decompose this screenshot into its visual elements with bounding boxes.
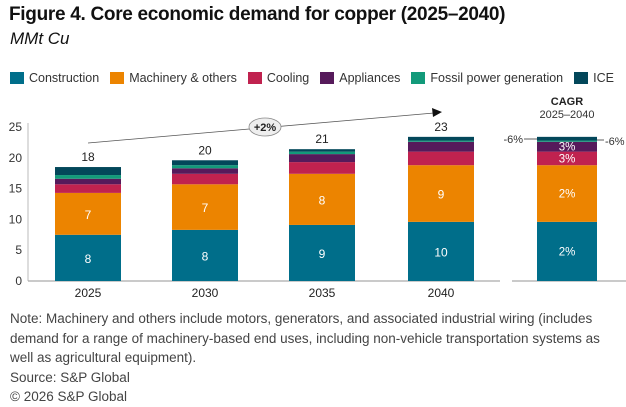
y-tick-label: 25 [9,120,23,134]
cagr-label: 2% [559,189,576,201]
legend-label: Construction [29,71,100,85]
bar-value-label: 8 [319,193,326,207]
y-tick-label: 10 [9,212,23,226]
bar-segment [289,224,355,281]
bar-segment [172,160,238,166]
chart-subtitle: MMt Cu [10,29,70,48]
cagr-label: 2% [559,246,576,258]
cagr-segment [537,140,597,142]
copyright-text: © 2026 S&P Global [10,389,128,404]
bar-segment [55,184,121,193]
y-tick-label: 15 [9,182,23,196]
bar-total-label: 23 [434,120,448,134]
legend-item: Fossil power generation [411,71,563,85]
bar-segment [408,141,474,152]
bar-segment [408,151,474,166]
bar-total-label: 21 [315,132,329,146]
y-tick-label: 5 [15,243,22,257]
legend: Construction Machinery & others Cooling App… [10,71,625,85]
bar-segment [55,192,121,235]
bar-value-label: 9 [438,188,445,202]
y-tick-label: 20 [9,151,23,165]
legend-swatch [574,72,589,84]
legend-item: Appliances [320,71,400,85]
cagr-label-ice: -6% [503,134,523,146]
legend-swatch [320,72,335,84]
bar-segment [408,221,474,281]
legend-item: Construction [10,71,99,85]
legend-swatch [411,72,426,84]
note-text: Note: Machinery and others include motor… [10,311,600,365]
bar-segment [55,178,121,185]
cagr-period: 2025–2040 [539,109,594,121]
legend-label: Fossil power generation [430,71,564,85]
cagr-segment [537,141,597,152]
legend-label: Machinery & others [129,71,237,85]
cagr-segment [537,165,597,222]
bar-value-label: 10 [434,245,448,259]
x-tick-label: 2025 [75,286,102,300]
bar-segment [172,229,238,281]
legend-item: Machinery & others [110,71,237,85]
x-tick-label: 2030 [192,286,219,300]
legend-swatch [110,72,125,84]
trend-arrowhead [432,108,442,117]
cagr-label: 3% [559,153,576,165]
legend-item: ICE [574,71,614,85]
notes: Note: Machinery and others include motor… [10,309,610,407]
cagr-segment [537,136,597,141]
x-tick-label: 2035 [309,286,336,300]
chart-title: Figure 4. Core economic demand for coppe… [9,4,506,25]
bar-segment [172,173,238,185]
legend-item: Cooling [247,71,310,85]
bar-value-label: 8 [202,249,209,263]
cagr-label: 3% [559,142,576,154]
bar-segment [289,154,355,163]
bar-total-label: 20 [198,143,212,157]
bar-segment [55,234,121,281]
bar-segment [289,162,355,174]
legend-label: Appliances [339,71,401,85]
bar-value-label: 7 [202,201,209,215]
legend-swatch [247,72,262,84]
bar-segment [289,151,355,155]
cagr-label-fossil: -6% [605,136,625,148]
bar-segment [408,165,474,222]
chart-canvas: 0510152025871820258720203098212035109232… [9,96,626,300]
legend-label: Cooling [266,71,310,85]
bar-segment [55,167,121,176]
cagr-segment [537,221,597,281]
bar-segment [408,136,474,141]
bar-segment [172,168,238,174]
y-tick-label: 0 [15,274,22,288]
bar-value-label: 9 [319,247,326,261]
bar-segment [289,173,355,225]
x-tick-label: 2040 [428,286,455,300]
trend-badge [248,117,282,137]
source-text: Source: S&P Global [10,369,130,385]
bar-value-label: 7 [85,208,92,222]
trend-label: +2% [254,122,277,134]
bar-segment [289,149,355,152]
bar-segment [172,184,238,230]
cagr-title: CAGR [551,96,583,108]
bar-segment [408,140,474,142]
legend-label: ICE [593,71,614,85]
legend-swatch [10,72,24,84]
bar-segment [55,175,121,179]
bar-value-label: 8 [85,252,92,266]
bar-total-label: 18 [81,150,95,164]
cagr-segment [537,151,597,166]
bar-segment [172,165,238,169]
